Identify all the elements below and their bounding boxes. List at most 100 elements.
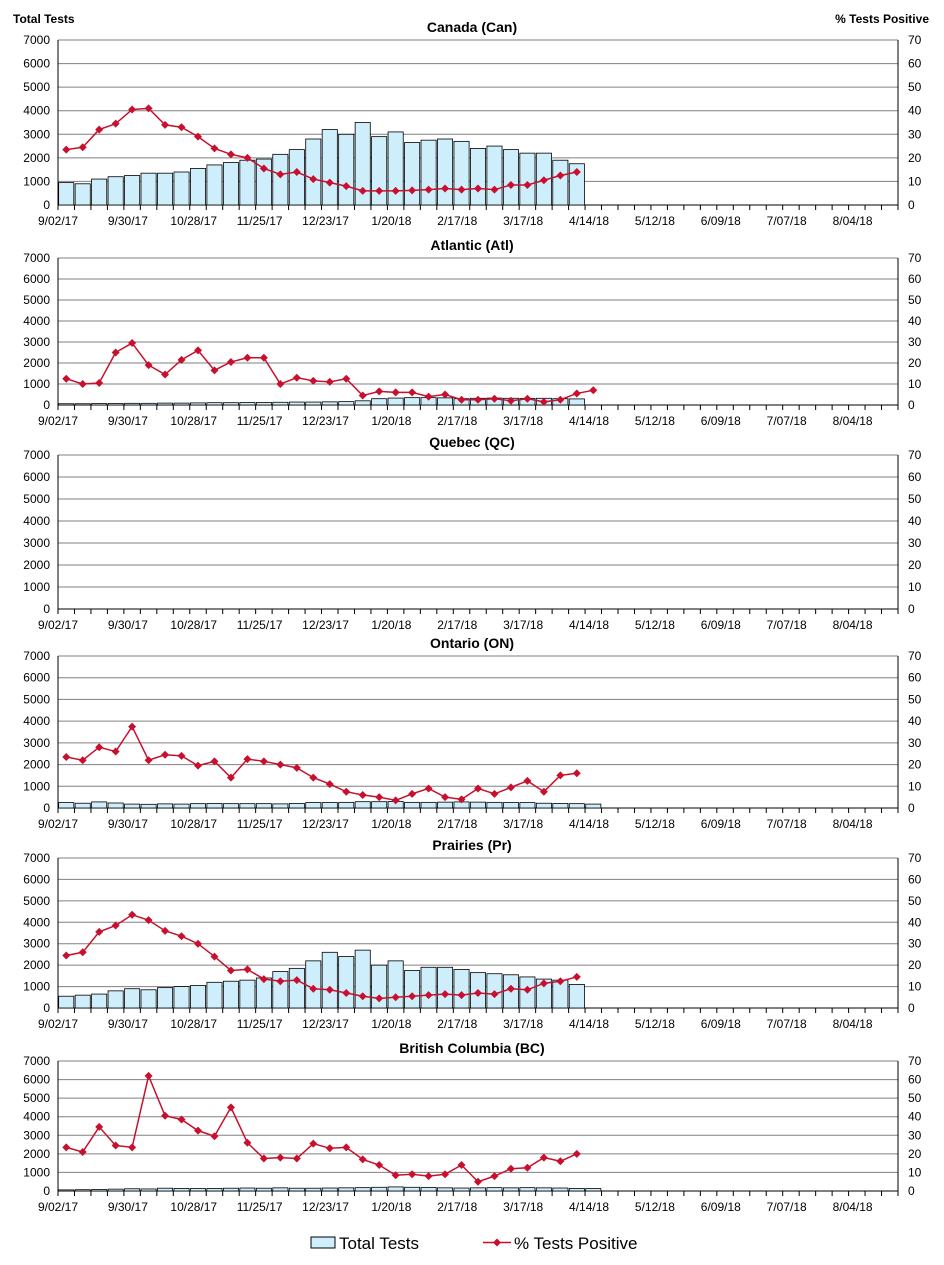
line-marker <box>408 1170 417 1179</box>
y-tick-label-left: 1000 <box>23 980 50 994</box>
bar <box>74 1189 91 1192</box>
line-marker <box>161 926 170 935</box>
bar <box>321 401 338 406</box>
line-marker <box>144 756 153 765</box>
line-marker <box>78 380 87 388</box>
bar <box>58 1189 75 1192</box>
line-marker <box>226 966 235 975</box>
bar <box>107 403 124 406</box>
bar <box>535 1187 552 1192</box>
x-tick-label: 9/02/17 <box>38 817 78 831</box>
line-marker <box>161 120 170 129</box>
bar <box>206 164 223 206</box>
bar <box>173 986 190 1009</box>
bar <box>255 1187 272 1192</box>
line-marker <box>161 370 170 379</box>
line-marker <box>95 743 104 752</box>
bar <box>338 401 355 406</box>
y-tick-label-right: 20 <box>908 558 922 572</box>
y-tick-label-right: 60 <box>908 470 922 484</box>
line-marker <box>523 1163 532 1172</box>
y-tick-label-left: 6000 <box>23 470 50 484</box>
y-tick-label-right: 70 <box>908 649 922 663</box>
bar <box>173 171 190 206</box>
bar <box>255 402 272 406</box>
bar <box>437 1187 454 1192</box>
line-marker <box>325 1144 334 1153</box>
bar <box>519 152 536 206</box>
bar <box>305 1187 322 1192</box>
positive-rate-line <box>66 1073 578 1183</box>
bar <box>568 984 585 1009</box>
x-tick-label: 8/04/18 <box>833 618 873 632</box>
y-tick-label-left: 7000 <box>23 448 50 462</box>
line-marker <box>506 783 515 792</box>
bar <box>338 801 355 809</box>
line-marker <box>144 916 153 925</box>
x-tick-label: 8/04/18 <box>833 214 873 228</box>
bar <box>437 397 454 406</box>
x-tick-label: 2/17/18 <box>437 214 477 228</box>
chart-title: Prairies (Pr) <box>432 837 511 853</box>
x-tick-label: 9/02/17 <box>38 618 78 632</box>
y-tick-label-right: 60 <box>908 57 922 71</box>
line-marker <box>210 757 219 766</box>
bar <box>157 172 174 206</box>
x-tick-label: 9/30/17 <box>108 817 148 831</box>
bar <box>470 148 486 206</box>
line-marker <box>243 1138 252 1147</box>
bar <box>272 401 289 406</box>
bar <box>453 969 470 1009</box>
bar <box>354 122 371 206</box>
x-tick-label: 6/09/18 <box>701 618 741 632</box>
x-tick-label: 11/25/17 <box>237 817 283 831</box>
bar <box>190 1188 206 1192</box>
y-tick-label-left: 4000 <box>23 714 50 728</box>
line-marker <box>177 355 186 364</box>
bar <box>239 159 256 206</box>
x-tick-label: 4/14/18 <box>569 817 609 831</box>
line-marker <box>276 1153 285 1162</box>
y-tick-label-right: 20 <box>908 1147 922 1161</box>
line-marker <box>309 1139 318 1148</box>
y-tick-label-left: 5000 <box>23 1091 50 1105</box>
line-marker <box>177 751 186 760</box>
line-marker <box>95 1122 104 1131</box>
bar <box>519 802 536 809</box>
line-marker <box>309 376 318 385</box>
bar <box>437 138 454 206</box>
bar <box>502 149 519 206</box>
line-marker <box>128 722 137 731</box>
line-marker <box>292 1154 301 1163</box>
bar <box>107 990 124 1009</box>
bar <box>420 139 437 206</box>
y-tick-label-left: 0 <box>43 1001 50 1015</box>
bar <box>239 979 256 1009</box>
y-tick-label-left: 4000 <box>23 314 50 328</box>
bar <box>371 136 388 206</box>
y-tick-label-left: 4000 <box>23 1110 50 1124</box>
x-tick-label: 4/14/18 <box>569 618 609 632</box>
line-marker <box>194 346 202 355</box>
line-marker <box>457 395 466 404</box>
bar <box>107 176 124 206</box>
bar <box>321 951 338 1009</box>
bar <box>387 1186 404 1192</box>
x-tick-label: 11/25/17 <box>237 1200 283 1214</box>
x-tick-label: 11/25/17 <box>237 414 283 428</box>
positive-rate-line <box>66 725 577 802</box>
line-marker <box>375 1161 384 1169</box>
y-tick-label-right: 30 <box>908 335 922 349</box>
y-tick-label-left: 6000 <box>23 872 50 886</box>
line-marker <box>292 373 301 382</box>
y-tick-label-right: 50 <box>908 894 922 908</box>
bar <box>140 989 157 1009</box>
line-marker <box>194 761 202 770</box>
line-marker <box>572 389 581 398</box>
line-marker <box>243 153 252 162</box>
bar <box>91 178 108 206</box>
line-marker <box>358 790 367 799</box>
bar <box>239 402 256 406</box>
x-tick-label: 7/07/18 <box>767 414 807 428</box>
